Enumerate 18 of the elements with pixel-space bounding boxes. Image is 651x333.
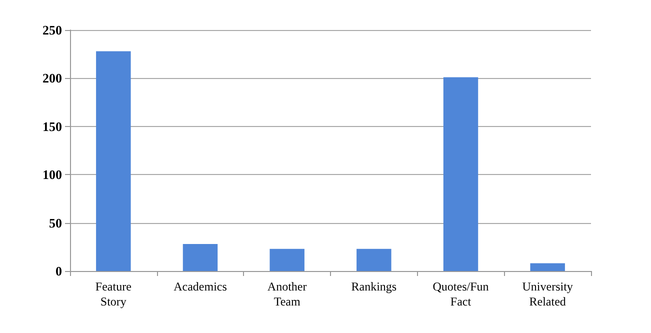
bar — [96, 51, 131, 271]
y-tick-label: 0 — [56, 264, 62, 278]
bar — [356, 248, 392, 271]
bar — [270, 248, 304, 271]
x-tick-label: Another Team — [267, 280, 307, 308]
y-tick-label: 150 — [42, 118, 62, 134]
y-tick-label: 100 — [42, 167, 62, 182]
x-tick-label: Rankings — [351, 280, 397, 294]
x-tick-label: Academics — [174, 280, 228, 294]
x-tick-label: Quotes/Fun Fact — [432, 280, 489, 308]
bar — [530, 263, 565, 271]
y-tick-label: 200 — [42, 70, 62, 86]
bar — [443, 77, 478, 271]
bar — [182, 244, 218, 271]
y-tick-label: 250 — [42, 22, 62, 38]
y-tick-label: 50 — [49, 215, 62, 230]
x-tick-label: Feature Story — [95, 280, 132, 308]
x-tick-label: University Related — [522, 280, 573, 308]
